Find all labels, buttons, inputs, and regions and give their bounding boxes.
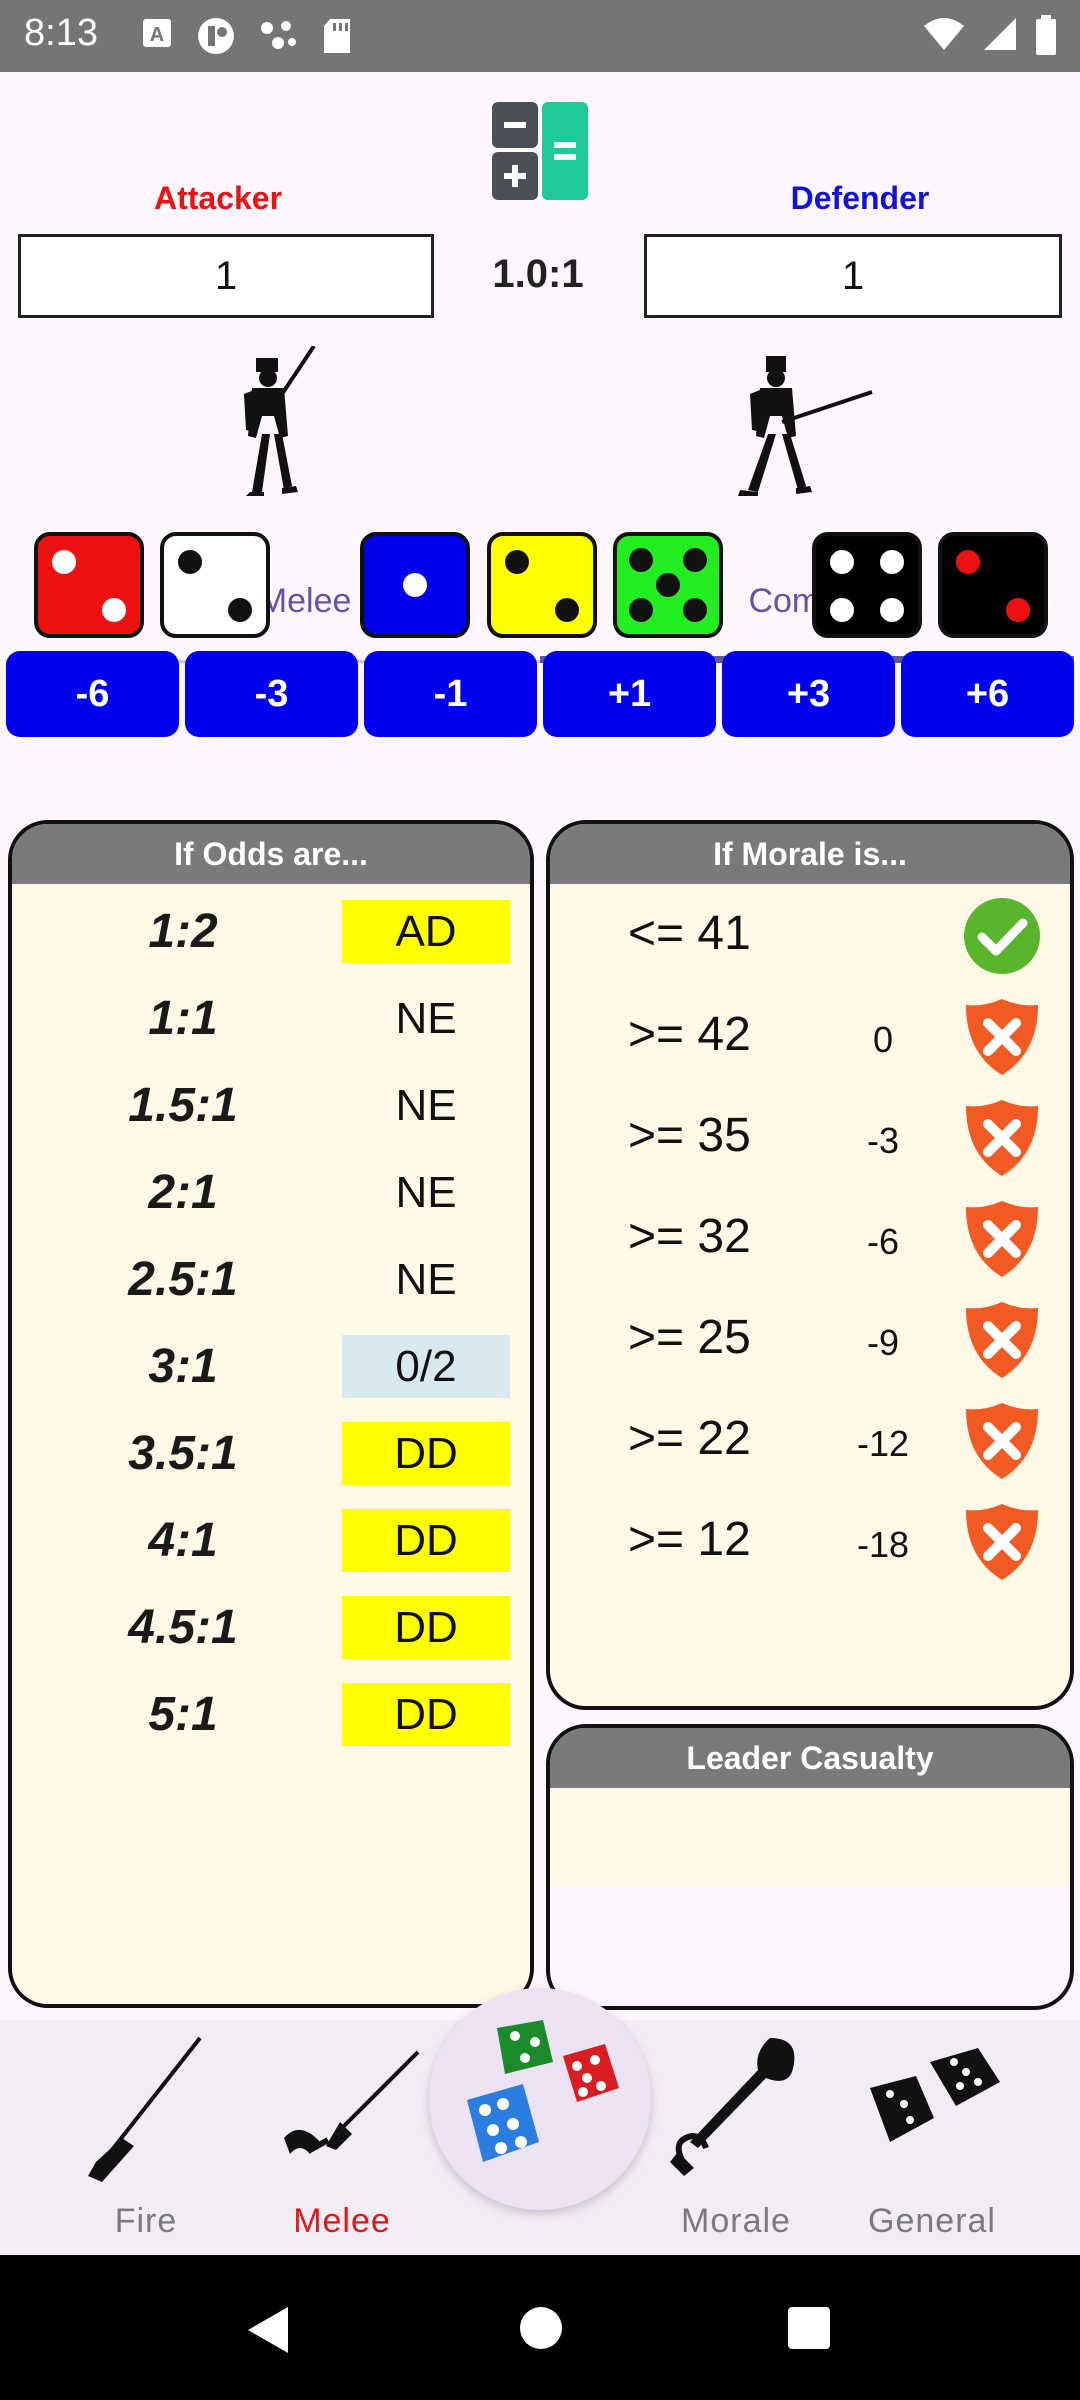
wifi-icon xyxy=(924,18,964,50)
odds-row: 4:1 DD xyxy=(12,1497,530,1584)
odds-list: 1:2 AD 1:1 NE 1.5:1 NE 2:1 NE 2.5:1 NE 3… xyxy=(12,884,530,2004)
die-black-red[interactable] xyxy=(938,532,1048,638)
modifier-minus-1-button[interactable]: -1 xyxy=(364,651,537,737)
attacker-strength-field[interactable]: 1 xyxy=(18,234,434,318)
nav-fire[interactable]: Fire xyxy=(46,2020,246,2255)
nav-label-general: General xyxy=(868,2202,996,2240)
odds-row: 3:1 0/2 xyxy=(12,1323,530,1410)
clock: 8:13 xyxy=(24,12,98,54)
die-red[interactable] xyxy=(34,532,144,638)
odds-result: DD xyxy=(342,1596,510,1659)
odds-result: NE xyxy=(395,1080,457,1130)
odds-ratio: 1.0:1 xyxy=(492,252,584,296)
nav-label-fire: Fire xyxy=(114,2202,178,2240)
system-navigation-bar xyxy=(0,2255,1080,2400)
musket-icon xyxy=(88,2036,202,2182)
sd-card-icon xyxy=(324,19,350,53)
back-icon[interactable] xyxy=(242,2303,292,2357)
odds-row: 1:2 AD xyxy=(12,888,530,975)
home-icon[interactable] xyxy=(518,2305,564,2351)
morale-row: >= 42 0 xyxy=(550,985,1070,1086)
odds-result: 0/2 xyxy=(342,1335,510,1398)
nav-label-morale: Morale xyxy=(681,2202,791,2240)
status-bar: 8:13 A xyxy=(0,0,1080,72)
leader-casualty-panel: Leader Casualty xyxy=(546,1724,1074,2010)
odds-row: 1.5:1 NE xyxy=(12,1062,530,1149)
morale-row: >= 35 -3 xyxy=(550,1086,1070,1187)
nav-morale[interactable]: Morale xyxy=(636,2020,836,2255)
odds-result: DD xyxy=(342,1509,510,1572)
odds-result: AD xyxy=(342,900,510,963)
font-icon: A xyxy=(143,19,171,47)
morale-row: >= 25 -9 xyxy=(550,1288,1070,1389)
modifier-minus-3-button[interactable]: -3 xyxy=(185,651,358,737)
die-green[interactable] xyxy=(613,532,723,638)
bayonet-icon xyxy=(284,2050,420,2154)
odds-row: 3.5:1 DD xyxy=(12,1410,530,1497)
roll-dice-icon xyxy=(467,2020,619,2162)
die-blue[interactable] xyxy=(360,532,470,638)
die-yellow[interactable] xyxy=(487,532,597,638)
morale-row: >= 22 -12 xyxy=(550,1389,1070,1490)
battery-icon xyxy=(1036,15,1056,55)
odds-row: 2.5:1 NE xyxy=(12,1236,530,1323)
odds-result: DD xyxy=(342,1422,510,1485)
die-white[interactable] xyxy=(160,532,270,638)
soldier-shouldered-icon xyxy=(244,346,316,496)
morale-panel: If Morale is... <= 41 >= 42 0 >= 35 -3 >… xyxy=(546,820,1074,1710)
app-content: Attacker Defender 1 1.0:1 1 Pre-Melee xyxy=(0,72,1080,2020)
die-black[interactable] xyxy=(812,532,922,638)
roll-dice-button[interactable] xyxy=(429,1988,651,2210)
fail-shield-icon xyxy=(966,1302,1038,1378)
attacker-label: Attacker xyxy=(153,180,283,216)
morale-row: >= 12 -18 xyxy=(550,1490,1070,1591)
odds-panel-title: If Odds are... xyxy=(12,824,530,884)
modifier-plus-1-button[interactable]: +1 xyxy=(543,651,716,737)
odds-result: DD xyxy=(342,1683,510,1746)
leader-casualty-title: Leader Casualty xyxy=(550,1728,1070,1788)
dice-icon xyxy=(870,2048,1000,2142)
morale-row: <= 41 xyxy=(550,884,1070,985)
defender-label: Defender xyxy=(790,180,930,216)
odds-row: 4.5:1 DD xyxy=(12,1584,530,1671)
modifier-plus-6-button[interactable]: +6 xyxy=(901,651,1074,737)
modifier-plus-3-button[interactable]: +3 xyxy=(722,651,895,737)
fail-shield-icon xyxy=(966,1403,1038,1479)
bugle-icon xyxy=(670,2038,795,2176)
fail-shield-icon xyxy=(966,1201,1038,1277)
odds-row: 2:1 NE xyxy=(12,1149,530,1236)
nav-melee[interactable]: Melee xyxy=(242,2020,442,2255)
odds-panel: If Odds are... 1:2 AD 1:1 NE 1.5:1 NE 2:… xyxy=(8,820,534,2008)
check-circle-icon xyxy=(964,898,1040,974)
odds-row: 1:1 NE xyxy=(12,975,530,1062)
fail-shield-icon xyxy=(966,1100,1038,1176)
app-icon xyxy=(198,18,234,54)
fail-shield-icon xyxy=(966,1504,1038,1580)
odds-result: NE xyxy=(395,993,457,1043)
signal-icon xyxy=(984,18,1016,50)
recents-icon[interactable] xyxy=(786,2305,832,2351)
nav-general[interactable]: General xyxy=(832,2020,1032,2255)
odds-result: NE xyxy=(395,1254,457,1304)
leader-casualty-body xyxy=(550,1788,1070,1886)
nav-label-melee: Melee xyxy=(293,2202,391,2240)
odds-result: NE xyxy=(395,1167,457,1217)
morale-panel-title: If Morale is... xyxy=(550,824,1070,884)
defender-strength-field[interactable]: 1 xyxy=(644,234,1062,318)
modifier-minus-6-button[interactable]: -6 xyxy=(6,651,179,737)
morale-list: <= 41 >= 42 0 >= 35 -3 >= 32 -6 >= 25 xyxy=(550,884,1070,1706)
calculator-icon[interactable] xyxy=(492,102,588,200)
svg-text:A: A xyxy=(150,24,164,46)
soldier-charging-icon xyxy=(738,356,873,496)
fail-shield-icon xyxy=(966,999,1038,1075)
odds-row: 5:1 DD xyxy=(12,1671,530,1758)
morale-row: >= 32 -6 xyxy=(550,1187,1070,1288)
dots-icon xyxy=(261,21,296,49)
